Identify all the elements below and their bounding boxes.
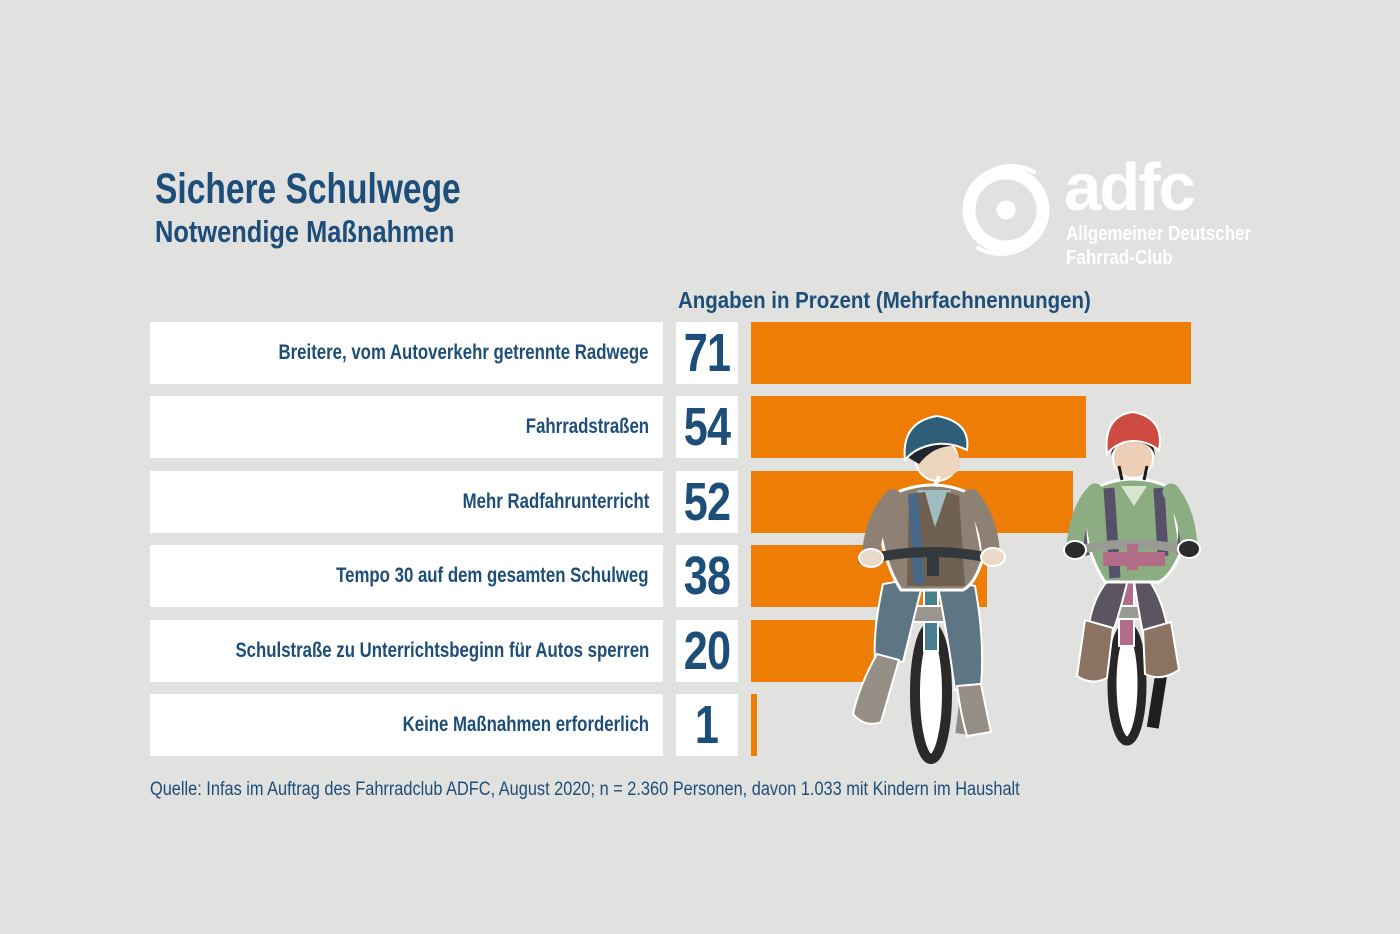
logo-subline: Allgemeiner Deutscher Fahrrad-Club [1066,222,1251,270]
children-cycling-illustration [851,410,1201,764]
logo-subline-1: Allgemeiner Deutscher [1066,223,1252,245]
chart-row: Breitere, vom Autoverkehr getrennte Radw… [150,322,1191,384]
chart-row: Keine Maßnahmen erforderlich 1 [150,694,757,756]
page-title: Sichere Schulwege [155,165,461,213]
category-label: Mehr Radfahrunterricht [462,490,649,513]
logo-subline-2: Fahrrad-Club [1066,247,1173,269]
category-label: Tempo 30 auf dem gesamten Schulweg [336,564,649,587]
bar-segment [751,322,1191,384]
logo-wordmark: adfc [1064,150,1196,225]
category-label-box: Mehr Radfahrunterricht [150,471,663,533]
bicycle-wheel-icon [962,164,1050,256]
value-badge: 52 [676,471,738,533]
category-label: Fahrradstraßen [525,415,649,438]
category-label-box: Tempo 30 auf dem gesamten Schulweg [150,545,663,607]
chart-row: Schulstraße zu Unterrichtsbeginn für Aut… [150,620,875,682]
chart-title: Angaben in Prozent (Mehrfachnennungen) [678,287,1091,313]
value-label: 52 [683,472,731,532]
value-label: 38 [683,546,731,606]
value-badge: 1 [676,694,738,756]
value-label: 71 [683,323,731,383]
category-label-box: Schulstraße zu Unterrichtsbeginn für Aut… [150,620,663,682]
page-subtitle: Notwendige Maßnahmen [155,214,455,249]
value-badge: 71 [676,322,738,384]
value-label: 20 [683,621,731,681]
value-label: 54 [683,397,731,457]
value-label: 1 [695,695,719,755]
value-badge: 54 [676,396,738,458]
adfc-logo: adfc Allgemeiner Deutscher Fahrrad-Club [956,150,1286,276]
category-label-box: Keine Maßnahmen erforderlich [150,694,663,756]
bar-segment [751,620,875,682]
source-note: Quelle: Infas im Auftrag des Fahrradclub… [150,779,1020,800]
value-badge: 38 [676,545,738,607]
category-label: Schulstraße zu Unterrichtsbeginn für Aut… [235,639,649,662]
category-label-box: Fahrradstraßen [150,396,663,458]
chart-row: Fahrradstraßen 54 [150,396,1086,458]
value-badge: 20 [676,620,738,682]
category-label-box: Breitere, vom Autoverkehr getrennte Radw… [150,322,663,384]
bar-segment [751,694,757,756]
category-label: Breitere, vom Autoverkehr getrennte Radw… [278,341,649,364]
category-label: Keine Maßnahmen erforderlich [402,713,649,736]
